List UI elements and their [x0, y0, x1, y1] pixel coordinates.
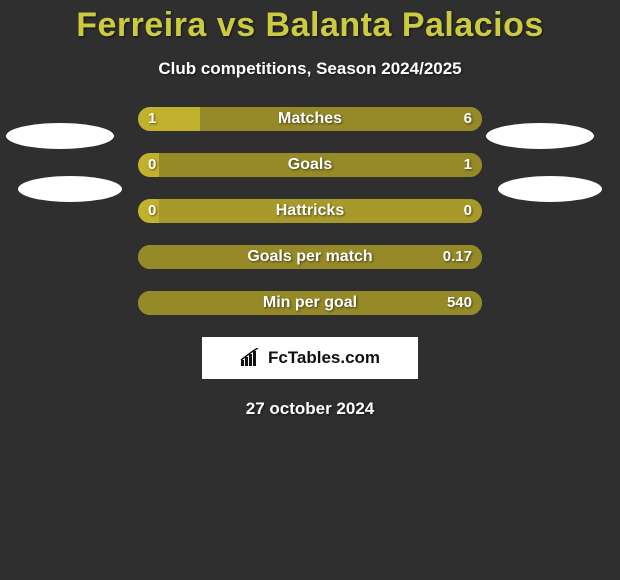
bar-value-left: 0: [148, 199, 156, 223]
bar-value-right: 0.17: [443, 245, 472, 269]
bar-right-fill: [138, 291, 482, 315]
credit-text: FcTables.com: [268, 348, 380, 368]
bar-right-fill: [138, 245, 482, 269]
bar-right-fill: [200, 107, 482, 131]
stat-bars: 16Matches01Goals00Hattricks0.17Goals per…: [138, 107, 482, 315]
stat-bar: 0 0Hattricks: [138, 199, 482, 223]
bar-right-fill: [159, 153, 482, 177]
credit-badge[interactable]: FcTables.com: [202, 337, 418, 379]
bar-value-right: 1: [464, 153, 472, 177]
bar-value-right: 540: [447, 291, 472, 315]
date-text: 27 october 2024: [0, 399, 620, 419]
stat-bar: 540Min per goal: [138, 291, 482, 315]
stat-bar: 16Matches: [138, 107, 482, 131]
decorative-ellipse-right: [498, 176, 602, 202]
comparison-card: Ferreira vs Balanta Palacios Club compet…: [0, 0, 620, 580]
stat-bar: 01Goals: [138, 153, 482, 177]
bar-label: Hattricks: [138, 199, 482, 223]
bar-value-right: 6: [464, 107, 472, 131]
decorative-ellipse-left: [6, 123, 114, 149]
decorative-ellipse-left: [18, 176, 122, 202]
subtitle: Club competitions, Season 2024/2025: [0, 59, 620, 79]
page-title: Ferreira vs Balanta Palacios: [0, 0, 620, 45]
chart-bars-icon: [240, 348, 262, 368]
decorative-ellipse-right: [486, 123, 594, 149]
stat-bar: 0.17Goals per match: [138, 245, 482, 269]
bar-value-left: 0: [148, 153, 156, 177]
bar-value-right: 0: [464, 199, 472, 223]
bar-value-left: 1: [148, 107, 156, 131]
